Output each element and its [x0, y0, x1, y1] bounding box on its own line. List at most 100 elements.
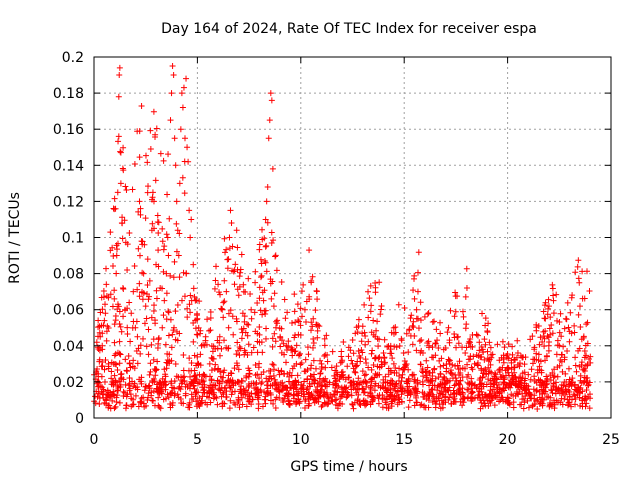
- roti-point: [159, 238, 166, 245]
- roti-point: [312, 388, 319, 395]
- roti-point: [162, 373, 169, 380]
- roti-point: [404, 387, 411, 394]
- roti-point: [356, 352, 363, 359]
- roti-point: [174, 391, 181, 398]
- roti-point: [504, 354, 511, 361]
- roti-peak-point: [228, 220, 235, 227]
- roti-point: [179, 378, 186, 385]
- roti-point: [486, 398, 493, 405]
- roti-point: [350, 405, 357, 412]
- y-tick-label: 0.08: [53, 267, 84, 283]
- roti-point: [563, 379, 570, 386]
- roti-point: [165, 151, 172, 158]
- roti-point: [298, 381, 305, 388]
- roti-point: [583, 400, 590, 407]
- roti-point: [447, 391, 454, 398]
- roti-point: [108, 368, 115, 375]
- roti-point: [180, 352, 187, 359]
- roti-point: [494, 384, 501, 391]
- roti-point: [558, 333, 565, 340]
- roti-point: [333, 396, 340, 403]
- roti-point: [460, 395, 467, 402]
- roti-point: [407, 315, 414, 322]
- roti-point: [388, 403, 395, 410]
- roti-peak-point: [132, 324, 139, 331]
- roti-point: [279, 379, 286, 386]
- roti-point: [173, 248, 180, 255]
- roti-point: [135, 208, 142, 215]
- roti-point: [476, 347, 483, 354]
- roti-point: [577, 324, 584, 331]
- roti-peak-point: [119, 285, 126, 292]
- roti-point: [384, 343, 391, 350]
- roti-point: [405, 349, 412, 356]
- roti-point: [251, 309, 258, 316]
- roti-point: [294, 301, 301, 308]
- roti-peak-point: [177, 126, 184, 133]
- roti-point: [418, 337, 425, 344]
- roti-point: [355, 375, 362, 382]
- roti-point: [104, 387, 111, 394]
- roti-point: [469, 380, 476, 387]
- roti-point: [165, 332, 172, 339]
- roti-point: [500, 356, 507, 363]
- roti-point: [208, 354, 215, 361]
- roti-point: [557, 357, 564, 364]
- roti-point: [148, 341, 155, 348]
- roti-point: [527, 376, 534, 383]
- roti-point: [452, 289, 459, 296]
- roti-point: [233, 318, 240, 325]
- roti-point: [359, 385, 366, 392]
- roti-point: [470, 353, 477, 360]
- roti-point: [324, 381, 331, 388]
- roti-point: [120, 167, 127, 174]
- roti-point: [99, 306, 106, 313]
- roti-point: [540, 308, 547, 315]
- roti-point: [187, 292, 194, 299]
- roti-point: [155, 394, 162, 401]
- roti-peak-point: [126, 299, 133, 306]
- roti-point: [165, 394, 172, 401]
- roti-point: [345, 353, 352, 360]
- roti-point: [172, 361, 179, 368]
- roti-point: [536, 394, 543, 401]
- roti-peak-point: [233, 227, 240, 234]
- roti-point: [103, 293, 110, 300]
- roti-point: [137, 350, 144, 357]
- roti-point: [358, 338, 365, 345]
- roti-point: [194, 353, 201, 360]
- roti-point: [480, 383, 487, 390]
- roti-point: [192, 376, 199, 383]
- roti-point: [272, 338, 279, 345]
- roti-point: [227, 307, 234, 314]
- roti-peak-point: [163, 270, 170, 277]
- roti-peak-point: [339, 357, 346, 364]
- roti-point: [126, 230, 133, 237]
- roti-point: [164, 391, 171, 398]
- roti-point: [547, 394, 554, 401]
- roti-point: [214, 377, 221, 384]
- roti-point: [392, 364, 399, 371]
- roti-point: [395, 301, 402, 308]
- roti-point: [389, 398, 396, 405]
- roti-point: [223, 246, 230, 253]
- roti-point: [451, 331, 458, 338]
- roti-point: [168, 390, 175, 397]
- roti-point: [131, 263, 138, 270]
- roti-point: [103, 281, 110, 288]
- roti-point: [486, 339, 493, 346]
- roti-peak-point: [256, 339, 263, 346]
- roti-point: [174, 302, 181, 309]
- roti-point: [153, 125, 160, 132]
- roti-point: [126, 385, 133, 392]
- roti-point: [349, 337, 356, 344]
- roti-point: [171, 258, 178, 265]
- roti-point: [202, 399, 209, 406]
- roti-point: [234, 244, 241, 251]
- roti-point: [298, 288, 305, 295]
- roti-point: [464, 361, 471, 368]
- roti-peak-point: [401, 364, 408, 371]
- roti-point: [382, 373, 389, 380]
- roti-point: [136, 154, 143, 161]
- roti-point: [375, 355, 382, 362]
